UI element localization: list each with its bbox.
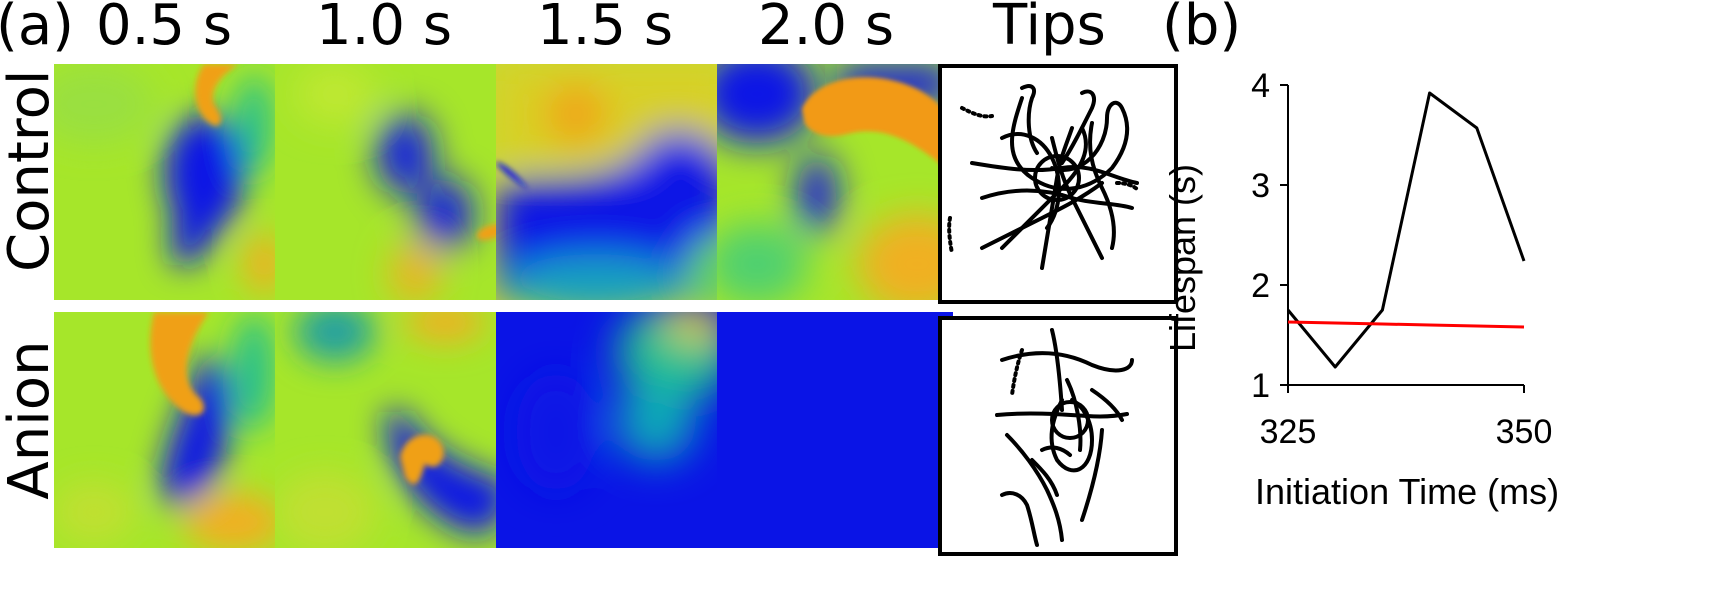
row-label-control: Control — [0, 69, 62, 272]
column-header-tips: Tips — [993, 0, 1106, 58]
y-tick-label: 4 — [1251, 67, 1270, 105]
column-header-0-5s: 0.5 s — [96, 0, 233, 58]
anion-tips-panel — [938, 316, 1178, 556]
anion-panel-1-0s — [275, 312, 511, 548]
x-tick-label: 350 — [1496, 413, 1553, 451]
column-header-2-0s: 2.0 s — [758, 0, 895, 58]
x-tick-label: 325 — [1260, 413, 1317, 451]
control-panel-1-0s — [275, 64, 511, 300]
x-axis-label: Initiation Time (ms) — [1255, 471, 1560, 512]
y-axis-label: Lifespan (s) — [1162, 163, 1203, 353]
column-header-1-0s: 1.0 s — [316, 0, 453, 58]
anion-panel-1-5s — [496, 312, 732, 548]
row-label-anion: Anion — [0, 340, 62, 500]
series-line-1 — [1287, 320, 1525, 329]
control-panel-1-5s — [496, 64, 732, 300]
y-tick-label: 3 — [1251, 167, 1270, 205]
panel-label-a: (a) — [0, 0, 75, 58]
anion-panel-0-5s — [54, 312, 290, 548]
panel-label-b: (b) — [1162, 0, 1242, 58]
control-panel-2-0s — [717, 64, 953, 300]
series-line-0 — [1286, 91, 1526, 369]
lifespan-line-chart: 1 2 3 4 325 350 — [1251, 67, 1553, 451]
control-tips-panel — [938, 64, 1178, 304]
column-header-1-5s: 1.5 s — [537, 0, 674, 58]
anion-panel-2-0s — [717, 312, 953, 548]
y-tick-label: 2 — [1251, 267, 1270, 305]
y-tick-label: 1 — [1251, 367, 1270, 405]
control-panel-0-5s — [54, 64, 290, 300]
